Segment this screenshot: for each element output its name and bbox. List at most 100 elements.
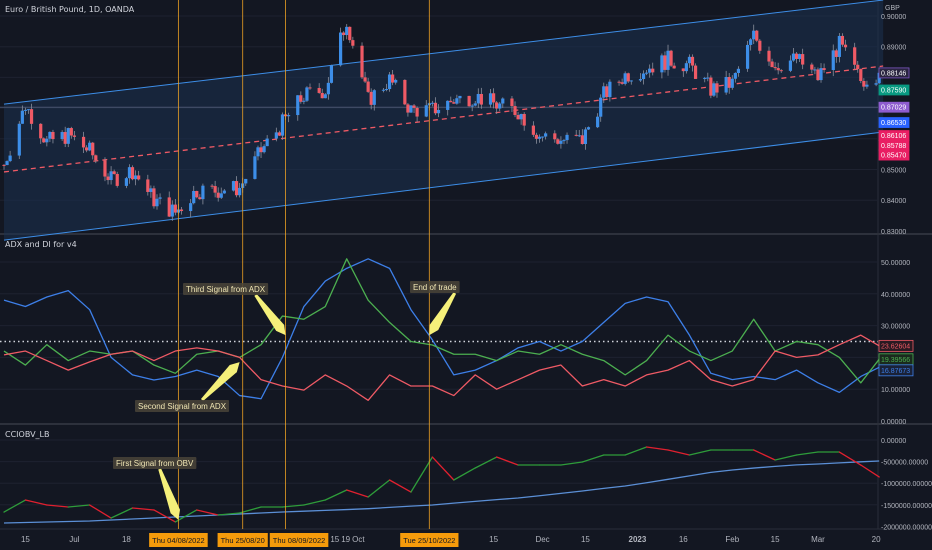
candle[interactable]	[476, 88, 480, 109]
annotation-callout[interactable]: Second Signal from ADX	[135, 362, 240, 412]
symbol-title[interactable]: Euro / British Pound, 1D, OANDA	[5, 5, 135, 14]
candle[interactable]	[130, 165, 135, 181]
candle[interactable]	[173, 199, 177, 216]
candle[interactable]	[727, 72, 731, 94]
obv-line-segment[interactable]	[346, 489, 369, 498]
obv-line-segment[interactable]	[303, 499, 326, 506]
candle[interactable]	[198, 194, 202, 200]
candle[interactable]	[394, 78, 398, 85]
candle[interactable]	[72, 131, 76, 141]
obv-line-segment[interactable]	[667, 449, 691, 456]
candle[interactable]	[259, 142, 263, 158]
obv-line-segment[interactable]	[24, 499, 48, 506]
candle[interactable]	[436, 104, 441, 118]
candle[interactable]	[69, 126, 73, 139]
obv-line-segment[interactable]	[367, 479, 391, 498]
candle[interactable]	[767, 46, 771, 66]
obv-moving-average-line[interactable]	[3, 460, 880, 524]
candle[interactable]	[660, 53, 664, 79]
candle[interactable]	[690, 54, 695, 72]
candle[interactable]	[715, 81, 719, 98]
obv-line-segment[interactable]	[110, 507, 134, 519]
candle[interactable]	[195, 190, 199, 199]
obv-line-segment[interactable]	[217, 512, 241, 516]
candle[interactable]	[387, 71, 392, 92]
obv-line-segment[interactable]	[838, 451, 862, 466]
candle[interactable]	[60, 130, 64, 141]
candle[interactable]	[596, 113, 600, 129]
candle[interactable]	[81, 131, 86, 153]
candle[interactable]	[843, 39, 848, 51]
candle[interactable]	[510, 95, 514, 113]
candle[interactable]	[155, 194, 159, 210]
candle[interactable]	[669, 49, 673, 68]
candle[interactable]	[26, 109, 31, 114]
candle[interactable]	[280, 112, 285, 140]
candle[interactable]	[608, 79, 612, 102]
candle[interactable]	[565, 132, 569, 144]
candle[interactable]	[192, 185, 196, 205]
candle[interactable]	[495, 101, 499, 114]
candle[interactable]	[623, 71, 627, 86]
candle[interactable]	[724, 70, 728, 95]
channel-upper-line[interactable]	[3, 0, 884, 105]
candle[interactable]	[299, 91, 303, 104]
obv-line-segment[interactable]	[474, 456, 498, 469]
obv-line-segment[interactable]	[560, 461, 583, 466]
candle[interactable]	[758, 38, 762, 54]
candle[interactable]	[320, 88, 324, 99]
obv-line-segment[interactable]	[324, 489, 348, 501]
candle[interactable]	[770, 58, 774, 68]
candle[interactable]	[531, 121, 535, 137]
candle[interactable]	[363, 71, 367, 83]
candle[interactable]	[106, 173, 110, 185]
candle[interactable]	[856, 60, 860, 73]
candle[interactable]	[467, 95, 471, 107]
candle[interactable]	[231, 180, 236, 192]
candle[interactable]	[103, 157, 107, 182]
candle[interactable]	[234, 176, 239, 198]
highlighted-date-tag[interactable]: Thu 25/08/20	[217, 533, 268, 547]
candle[interactable]	[277, 130, 281, 137]
candle[interactable]	[137, 170, 141, 181]
obv-line-segment[interactable]	[89, 504, 112, 519]
highlighted-date-tag[interactable]: Thu 08/09/2022	[269, 533, 329, 547]
candle[interactable]	[540, 136, 545, 142]
annotations[interactable]: First Signal from OBV Second Signal from …	[113, 281, 460, 520]
candle[interactable]	[853, 42, 857, 70]
candle[interactable]	[516, 111, 520, 120]
candle[interactable]	[244, 178, 248, 186]
candle[interactable]	[776, 62, 780, 75]
candle[interactable]	[94, 154, 98, 164]
candle[interactable]	[687, 54, 692, 68]
candle[interactable]	[859, 68, 863, 84]
candle[interactable]	[498, 101, 502, 112]
candle[interactable]	[681, 68, 685, 77]
candle[interactable]	[63, 126, 67, 148]
candle[interactable]	[537, 134, 542, 143]
candle[interactable]	[170, 200, 174, 221]
candle[interactable]	[158, 193, 162, 205]
candle[interactable]	[412, 104, 416, 113]
candle[interactable]	[326, 77, 330, 100]
obv-line-segment[interactable]	[196, 509, 219, 516]
candle[interactable]	[415, 106, 419, 122]
obv-line-segment[interactable]	[131, 507, 155, 511]
candle[interactable]	[274, 127, 278, 142]
obv-line-segment[interactable]	[581, 454, 605, 463]
highlighted-date-tag[interactable]: Tue 25/10/2022	[400, 533, 459, 547]
candle[interactable]	[666, 44, 670, 76]
candle[interactable]	[115, 171, 119, 188]
candle[interactable]	[124, 176, 128, 189]
candle[interactable]	[473, 101, 477, 107]
di_plus-line[interactable]	[3, 258, 880, 384]
candle[interactable]	[17, 121, 21, 160]
candle[interactable]	[222, 189, 226, 194]
candle[interactable]	[801, 48, 805, 70]
candle[interactable]	[51, 129, 55, 144]
obv-line-segment[interactable]	[753, 449, 776, 461]
highlighted-date-tag[interactable]: Thu 04/08/2022	[149, 533, 208, 547]
obv-line-segment[interactable]	[624, 446, 648, 456]
candle[interactable]	[586, 126, 591, 131]
candle[interactable]	[403, 79, 407, 106]
